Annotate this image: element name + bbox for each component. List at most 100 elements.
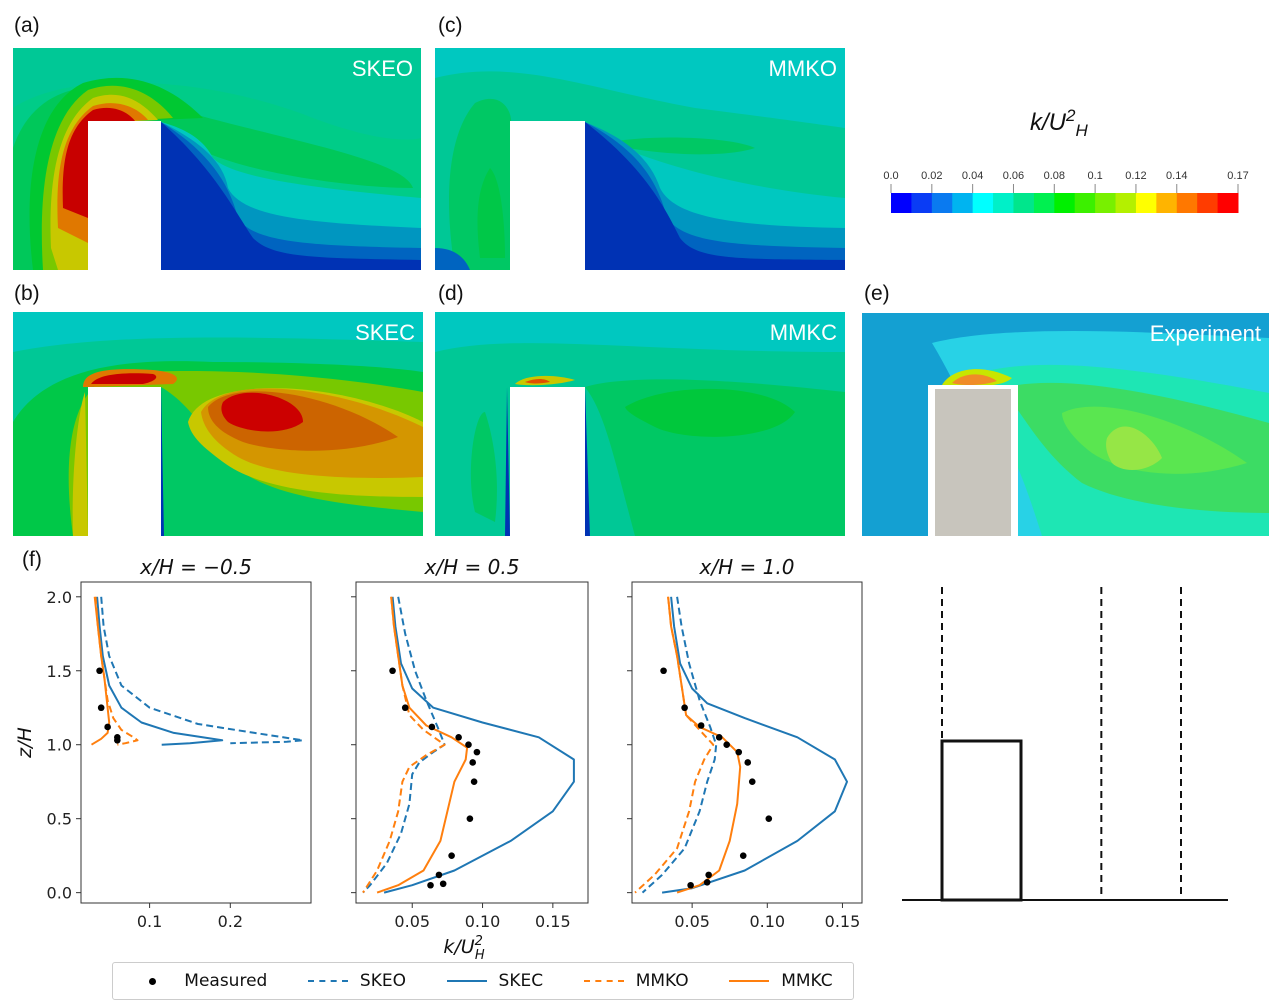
series-line-skec bbox=[96, 596, 224, 746]
plot-frame bbox=[631, 581, 863, 904]
y-tick-label: 1.0 bbox=[47, 736, 72, 755]
contour-experiment: Experiment bbox=[862, 313, 1269, 536]
measured-point bbox=[428, 723, 436, 731]
legend-item-skeo: SKEO bbox=[307, 971, 406, 991]
measured-point bbox=[723, 741, 731, 749]
series-line-skeo bbox=[362, 596, 446, 894]
colorbar-tick-label: 0.14 bbox=[1166, 170, 1188, 182]
colorbar-level bbox=[1156, 193, 1178, 213]
x-tick-label: 0.05 bbox=[674, 912, 710, 931]
colorbar-level bbox=[1115, 193, 1137, 213]
panel-label-b: (b) bbox=[14, 282, 40, 305]
plot-frame bbox=[355, 581, 589, 904]
y-axis-label: z/H bbox=[14, 727, 36, 759]
measured-point bbox=[765, 815, 773, 822]
measured-point bbox=[104, 723, 111, 731]
measured-point bbox=[439, 880, 447, 888]
panel-label-a: (a) bbox=[14, 14, 40, 37]
measured-point bbox=[473, 748, 481, 756]
x-tick-label: 0.1 bbox=[137, 912, 162, 931]
colorbar-tick-label: 0.06 bbox=[1002, 170, 1025, 182]
profile-plots: x/H = −0.50.00.51.01.52.00.1 0.2z/Hx/H = … bbox=[14, 555, 1228, 960]
colorbar bbox=[890, 184, 1239, 213]
x-tick-label: 0.10 bbox=[749, 912, 785, 931]
legend-item-measured: Measured bbox=[133, 971, 267, 991]
panel-label-e: (e) bbox=[864, 282, 890, 305]
measured-point bbox=[697, 722, 705, 729]
measured-point bbox=[470, 778, 478, 786]
profile-plot-3: x/H = 1.0 0.05 0.10 0.15 bbox=[627, 555, 863, 931]
y-tick-label: 1.5 bbox=[47, 662, 72, 681]
contour-skeo: SKEO bbox=[13, 48, 421, 270]
measured-point bbox=[705, 871, 712, 879]
series-line-mmko bbox=[362, 596, 446, 894]
measured-point bbox=[114, 736, 121, 744]
colorbar-level bbox=[1033, 193, 1055, 213]
colorbar-level bbox=[891, 193, 912, 213]
legend-item-mmko: MMKO bbox=[583, 971, 689, 991]
legend-label-mmko: MMKO bbox=[635, 971, 689, 991]
plot-frame bbox=[80, 581, 312, 904]
colorbar-level bbox=[1074, 193, 1096, 213]
legend-swatch-skeo bbox=[307, 980, 348, 982]
colorbar-level bbox=[1013, 193, 1035, 213]
measured-point bbox=[97, 704, 105, 712]
contour-mmkc: MMKC bbox=[435, 312, 845, 536]
plot-title: x/H = −0.5 bbox=[139, 555, 252, 579]
measured-point bbox=[466, 815, 474, 822]
legend-item-skec: SKEC bbox=[446, 971, 544, 991]
legend-marker-measured bbox=[149, 977, 157, 985]
measured-point bbox=[715, 734, 723, 741]
measured-point bbox=[739, 852, 747, 859]
x-tick-label: 0.15 bbox=[535, 912, 571, 931]
colorbar-tick-label: 0.1 bbox=[1087, 170, 1103, 182]
legend: Measured SKEO SKEC MMKO MMKC bbox=[112, 962, 854, 1000]
contour-title-mmkc: MMKC bbox=[769, 320, 837, 345]
colorbar-level bbox=[1135, 193, 1157, 213]
colorbar-level bbox=[911, 193, 933, 213]
y-tick-label: 0.5 bbox=[47, 810, 72, 829]
colorbar-level bbox=[1176, 193, 1198, 213]
contour-title-skeo: SKEO bbox=[351, 56, 413, 81]
series-line-skeo bbox=[641, 596, 718, 894]
colorbar-level bbox=[1217, 193, 1239, 213]
x-axis-label: k/U2 H bbox=[443, 934, 485, 960]
plot-title: x/H = 1.0 bbox=[699, 555, 795, 579]
x-tick-label: 0.10 bbox=[465, 912, 501, 931]
panel-label-c: (c) bbox=[438, 14, 463, 37]
plot-title: x/H = 0.5 bbox=[424, 555, 520, 579]
sampling-schematic bbox=[902, 587, 1228, 902]
measured-point bbox=[448, 852, 455, 859]
colorbar-tick-label: 0.17 bbox=[1227, 170, 1249, 182]
series-line-skeo bbox=[100, 596, 304, 745]
legend-item-mmkc: MMKC bbox=[729, 971, 833, 991]
measured-point bbox=[744, 759, 752, 766]
measured-point bbox=[401, 704, 409, 712]
colorbar-level bbox=[931, 193, 953, 213]
y-tick-label: 2.0 bbox=[47, 588, 72, 607]
colorbar-tick-label: 0.08 bbox=[1043, 170, 1065, 182]
contour-skec: SKEC bbox=[13, 312, 423, 536]
legend-label-skec: SKEC bbox=[498, 971, 544, 991]
legend-swatch-mmko bbox=[583, 980, 624, 982]
legend-swatch-skec bbox=[446, 980, 487, 982]
panel-label-d: (d) bbox=[438, 282, 464, 305]
panel-label-f: (f) bbox=[22, 548, 42, 571]
x-tick-label: 0.2 bbox=[218, 912, 243, 931]
measured-point bbox=[455, 734, 462, 741]
colorbar-tick-label: 0.0 bbox=[883, 170, 899, 182]
measured-point bbox=[703, 878, 711, 886]
series-line-skec bbox=[383, 596, 575, 894]
measured-point bbox=[435, 871, 443, 879]
legend-swatch-mmkc bbox=[729, 980, 770, 982]
colorbar-level bbox=[972, 193, 994, 213]
x-tick-label: 0.05 bbox=[394, 912, 430, 931]
colorbar-level bbox=[1197, 193, 1219, 213]
colorbar-level bbox=[952, 193, 974, 213]
profile-plot-1: x/H = −0.5 0.0 0.5 1.0 1.5 2.0 0.1 0.2 z/H bbox=[14, 555, 312, 931]
contour-title-skec: SKEC bbox=[355, 320, 415, 345]
colorbar-level bbox=[993, 193, 1014, 213]
legend-label-measured: Measured bbox=[184, 971, 268, 991]
x-tick-label: 0.15 bbox=[825, 912, 861, 931]
colorbar-title: k/U2H bbox=[1030, 106, 1088, 140]
